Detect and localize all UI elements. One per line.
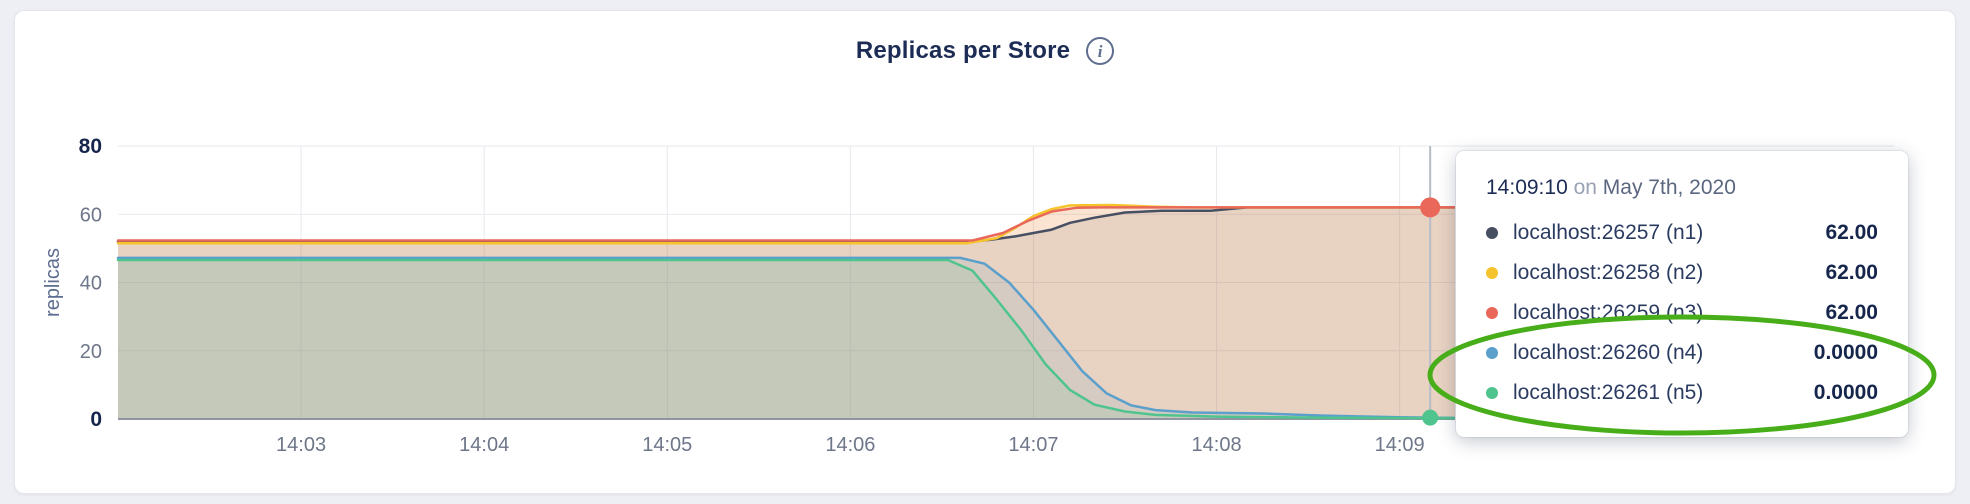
tooltip-row: localhost:26259 (n3) 62.00 [1486,293,1878,333]
series-label: localhost:26261 (n5) [1513,381,1704,404]
chart-card: Replicas per Store i 0 20 40 60 80 14:03 14:04… [14,10,1956,494]
series-label: localhost:26257 (n1) [1513,221,1704,244]
x-tick-label: 14:05 [642,434,692,456]
series-value: 0.0000 [1813,341,1878,364]
series-dot-icon [1486,307,1498,319]
tooltip-row: localhost:26258 (n2) 62.00 [1486,253,1878,293]
x-tick-label: 14:03 [276,434,326,456]
series-value: 62.00 [1825,261,1878,284]
series-label: localhost:26259 (n3) [1513,301,1704,324]
y-tick-label: 60 [80,204,102,226]
series-value: 0.0000 [1813,381,1878,404]
chart-tooltip: 14:09:10 on May 7th, 2020 localhost:2625… [1456,151,1908,437]
tooltip-row: localhost:26260 (n4) 0.0000 [1486,333,1878,373]
series-dot-icon [1486,387,1498,399]
x-tick-label: 14:04 [459,434,509,456]
x-tick-label: 14:07 [1008,434,1058,456]
crosshair-dot [1420,197,1441,218]
series-value: 62.00 [1825,301,1878,324]
series-dot-icon [1486,347,1498,359]
series-line-n5 [116,258,1896,420]
tooltip-date: May 7th, 2020 [1602,176,1736,199]
y-axis-label: replicas [42,248,64,317]
info-icon[interactable]: i [1086,37,1115,65]
tooltip-time: 14:09:10 [1486,176,1568,199]
series-label: localhost:26258 (n2) [1513,261,1704,284]
x-tick-label: 14:08 [1192,434,1242,456]
series-area-n5 [118,260,1894,419]
tooltip-timestamp: 14:09:10 on May 7th, 2020 [1486,175,1878,201]
y-tick-label: 80 [79,135,102,158]
series-area-n4 [118,257,1894,419]
y-tick-label: 0 [90,408,102,431]
x-tick-label: 14:09 [1375,434,1425,456]
series-line-n4 [116,256,1896,420]
y-tick-label: 40 [80,273,102,295]
tooltip-series-list: localhost:26257 (n1) 62.00 localhost:26258… [1486,213,1878,413]
chart-header: Replicas per Store i [15,37,1955,65]
series-line-n3 [116,206,1896,242]
series-dot-icon [1486,227,1498,239]
x-tick-label: 14:06 [825,434,875,456]
y-tick-label: 20 [80,341,102,363]
tooltip-on-word: on [1573,176,1597,199]
series-value: 62.00 [1825,221,1878,244]
tooltip-row: localhost:26257 (n1) 62.00 [1486,213,1878,253]
series-label: localhost:26260 (n4) [1513,341,1704,364]
series-dot-icon [1486,267,1498,279]
crosshair-dot [1422,409,1439,426]
chart-title: Replicas per Store [855,37,1071,64]
tooltip-row: localhost:26261 (n5) 0.0000 [1486,373,1878,413]
